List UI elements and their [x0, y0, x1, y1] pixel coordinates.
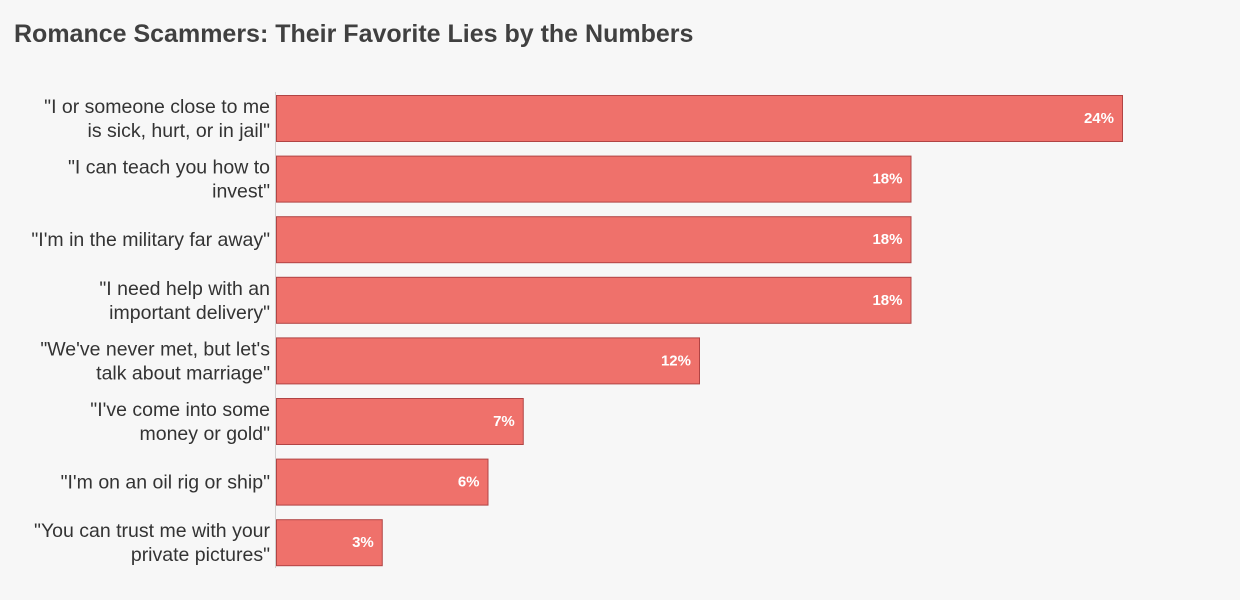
category-label: "I can teach you how to	[68, 157, 270, 179]
bar-row: 18% "I'm in the military far away"	[31, 216, 912, 264]
bar	[276, 519, 383, 567]
category-label: "I or someone close to me	[44, 96, 270, 118]
bar-value-label: 3%	[352, 534, 374, 551]
category-label: invest"	[212, 181, 270, 203]
bar-value-label: 7%	[493, 413, 515, 430]
category-label: important delivery"	[109, 302, 270, 324]
bar	[276, 398, 524, 445]
bar-value-label: 18%	[872, 292, 902, 309]
bar-value-label: 18%	[872, 231, 902, 248]
category-label: "I need help with an	[99, 278, 270, 300]
category-label: talk about marriage"	[96, 362, 270, 384]
bar	[276, 95, 1123, 142]
bar-row: 6% "I'm on an oil rig or ship"	[61, 458, 489, 506]
bar-value-label: 12%	[661, 352, 691, 369]
bar	[276, 216, 912, 264]
category-label: private pictures"	[131, 544, 270, 566]
bar	[276, 155, 912, 203]
bar-value-label: 6%	[458, 474, 480, 491]
chart-title: Romance Scammers: Their Favorite Lies by…	[14, 20, 694, 48]
category-label: "I'm in the military far away"	[31, 229, 270, 251]
bar	[276, 337, 700, 385]
category-label: "I've come into some	[90, 399, 270, 421]
category-label: money or gold"	[140, 423, 271, 445]
category-label: "I'm on an oil rig or ship"	[61, 472, 270, 494]
category-label: "We've never met, but let's	[40, 338, 270, 360]
bar	[276, 276, 912, 324]
bar	[276, 458, 489, 506]
bar-value-label: 24%	[1084, 110, 1114, 127]
category-label: is sick, hurt, or in jail"	[88, 120, 271, 142]
bar-value-label: 18%	[872, 171, 902, 188]
category-label: "You can trust me with your	[34, 520, 270, 542]
